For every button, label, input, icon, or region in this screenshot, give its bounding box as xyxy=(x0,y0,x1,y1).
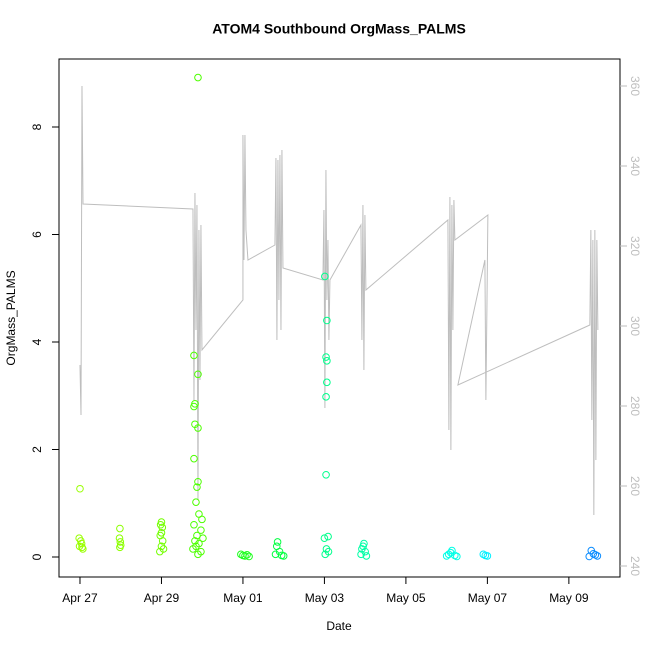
line-series xyxy=(79,85,599,516)
x-tick-label: May 01 xyxy=(223,591,263,605)
data-point xyxy=(483,552,492,560)
data-point xyxy=(116,524,124,533)
data-point xyxy=(442,552,451,560)
data-point xyxy=(453,552,461,561)
y-tick-label: 8 xyxy=(30,123,44,130)
plot-frame xyxy=(58,58,621,578)
data-point xyxy=(357,550,365,559)
x-tick-label: May 03 xyxy=(305,591,345,605)
x-tick-label: Apr 29 xyxy=(144,591,180,605)
y2-tick-label: 320 xyxy=(628,236,642,256)
data-point xyxy=(273,538,282,546)
data-point xyxy=(191,537,199,545)
data-point xyxy=(79,545,87,553)
x-tick-label: May 07 xyxy=(468,591,508,605)
data-point xyxy=(322,470,330,479)
x-tick-label: May 09 xyxy=(549,591,589,605)
data-point xyxy=(194,550,202,559)
data-point xyxy=(245,552,253,561)
data-point xyxy=(585,552,594,561)
data-point xyxy=(76,484,84,493)
y-tick-label: 6 xyxy=(30,231,44,238)
data-point xyxy=(322,353,330,361)
data-point xyxy=(197,526,205,534)
data-point xyxy=(324,532,332,541)
data-point xyxy=(193,483,201,491)
y2-tick-label: 300 xyxy=(628,316,642,336)
y2-tick-label: 340 xyxy=(628,156,642,176)
data-point xyxy=(158,537,167,545)
data-point xyxy=(321,550,330,559)
data-point xyxy=(115,534,124,542)
data-point xyxy=(189,545,197,553)
data-point xyxy=(190,402,198,411)
data-point xyxy=(194,73,202,82)
data-point xyxy=(190,351,198,360)
data-point xyxy=(190,454,198,463)
chart-title: ATOM4 Southbound OrgMass_PALMS xyxy=(212,21,466,37)
data-point xyxy=(322,393,330,401)
data-point xyxy=(362,552,371,560)
data-point xyxy=(116,538,125,546)
y2-tick-label: 240 xyxy=(628,556,642,576)
data-point xyxy=(321,272,329,281)
data-point xyxy=(194,370,202,379)
data-point xyxy=(156,547,164,556)
y2-tick-label: 280 xyxy=(628,396,642,416)
y-tick-label: 4 xyxy=(30,338,44,345)
data-point xyxy=(194,424,202,432)
data-point xyxy=(275,547,284,556)
data-point xyxy=(199,534,207,542)
data-point xyxy=(279,552,288,560)
data-point xyxy=(198,515,206,524)
x-axis-label: Date xyxy=(326,619,352,633)
data-point xyxy=(192,498,200,506)
data-point xyxy=(323,378,331,387)
data-point xyxy=(193,531,201,540)
x-tick-label: Apr 27 xyxy=(62,591,98,605)
data-point xyxy=(158,523,167,532)
y-tick-label: 0 xyxy=(30,553,44,560)
data-point xyxy=(320,534,329,542)
data-point xyxy=(323,316,331,325)
data-point xyxy=(194,477,202,486)
data-point xyxy=(190,520,198,529)
data-point xyxy=(116,543,124,552)
y2-tick-label: 260 xyxy=(628,476,642,496)
data-point xyxy=(243,551,251,559)
data-point xyxy=(361,547,369,556)
x-tick-label: May 05 xyxy=(386,591,426,605)
y-tick-label: 2 xyxy=(30,446,44,453)
y-axis-label: OrgMass_PALMS xyxy=(4,270,18,365)
y2-tick-label: 360 xyxy=(628,76,642,96)
data-point xyxy=(323,357,331,365)
data-point xyxy=(593,552,602,560)
